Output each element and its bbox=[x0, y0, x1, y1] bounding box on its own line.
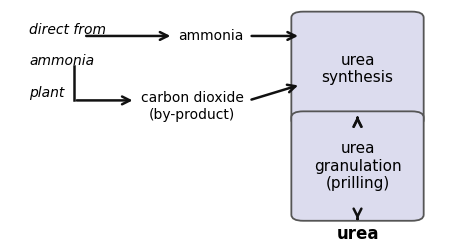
FancyBboxPatch shape bbox=[292, 12, 424, 126]
Text: direct from: direct from bbox=[29, 23, 106, 37]
Text: ammonia: ammonia bbox=[178, 29, 244, 43]
Text: plant: plant bbox=[29, 86, 64, 100]
Text: urea
granulation
(prilling): urea granulation (prilling) bbox=[314, 141, 401, 191]
Text: urea: urea bbox=[336, 225, 379, 243]
Text: ammonia: ammonia bbox=[29, 55, 94, 68]
FancyBboxPatch shape bbox=[292, 111, 424, 221]
Text: carbon dioxide
(by-product): carbon dioxide (by-product) bbox=[141, 91, 244, 122]
Text: urea
synthesis: urea synthesis bbox=[321, 53, 393, 85]
